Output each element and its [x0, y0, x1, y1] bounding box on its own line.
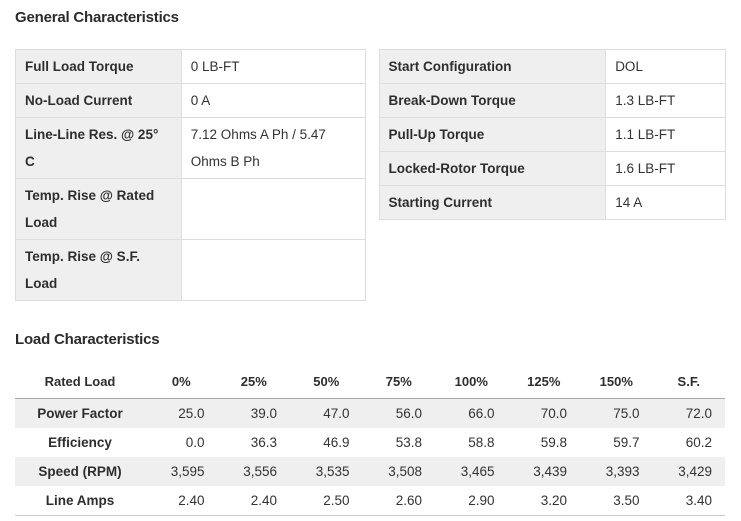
cell-value: 39.0: [217, 398, 290, 428]
column-header-100pct: 100%: [435, 369, 508, 399]
spec-value-break-down-torque: 1.3 LB-FT: [605, 83, 726, 118]
cell-value: 70.0: [507, 398, 580, 428]
table-row: Start Configuration DOL: [378, 49, 726, 84]
cell-value: 3,595: [145, 457, 218, 486]
general-right-table: Start Configuration DOL Break-Down Torqu…: [378, 49, 727, 220]
spec-value-start-configuration: DOL: [605, 49, 726, 84]
spec-value-no-load-current: 0 A: [180, 83, 366, 118]
table-row: Pull-Up Torque 1.1 LB-FT: [378, 117, 726, 152]
spec-value-full-load-torque: 0 LB-FT: [180, 49, 366, 84]
cell-value: 3.20: [507, 486, 580, 516]
load-characteristics-title: Load Characteristics: [15, 331, 160, 348]
row-label: Speed (RPM): [15, 457, 145, 486]
spec-label-line-line-resistance: Line-Line Res. @ 25° C: [15, 117, 182, 179]
cell-value: 2.40: [145, 486, 218, 516]
table-row-efficiency: Efficiency 0.0 36.3 46.9 53.8 58.8 59.8 …: [15, 428, 725, 457]
cell-value: 2.90: [435, 486, 508, 516]
cell-value: 59.7: [613, 435, 640, 450]
row-label: Efficiency: [48, 435, 112, 450]
cell-value: 60.2: [685, 435, 712, 450]
table-row: Full Load Torque 0 LB-FT: [15, 49, 366, 84]
general-characteristics-tables: Full Load Torque 0 LB-FT No-Load Current…: [15, 49, 726, 301]
spec-value-line-line-resistance: 7.12 Ohms A Ph / 5.47 Ohms B Ph: [180, 117, 366, 179]
cell-value: 75.0: [580, 398, 653, 428]
cell-value: 2.50: [290, 486, 363, 516]
column-header-25pct: 25%: [217, 369, 290, 399]
cell-value: 46.9: [323, 435, 350, 450]
spec-label-full-load-torque: Full Load Torque: [15, 49, 182, 84]
spec-value-temp-rise-rated-load: [180, 178, 366, 240]
table-row-power-factor: Power Factor 25.0 39.0 47.0 56.0 66.0 70…: [15, 398, 725, 428]
spec-value-locked-rotor-torque: 1.6 LB-FT: [605, 151, 726, 186]
spec-label-locked-rotor-torque: Locked-Rotor Torque: [378, 151, 607, 186]
cell-value: 56.0: [362, 398, 435, 428]
cell-value: 36.3: [250, 435, 277, 450]
table-row: Temp. Rise @ Rated Load: [15, 178, 366, 240]
cell-value: 25.0: [145, 398, 218, 428]
spec-label-no-load-current: No-Load Current: [15, 83, 182, 118]
spec-value-pull-up-torque: 1.1 LB-FT: [605, 117, 726, 152]
table-row: Temp. Rise @ S.F. Load: [15, 239, 366, 301]
spec-label-break-down-torque: Break-Down Torque: [378, 83, 607, 118]
cell-value: 53.8: [395, 435, 422, 450]
table-header-row: Rated Load 0% 25% 50% 75% 100% 125% 150%…: [15, 369, 725, 399]
cell-value: 59.8: [540, 435, 567, 450]
cell-value: 58.8: [468, 435, 495, 450]
row-label: Line Amps: [15, 486, 145, 516]
cell-value: 2.60: [362, 486, 435, 516]
spec-label-pull-up-torque: Pull-Up Torque: [378, 117, 607, 152]
cell-value: 3,535: [290, 457, 363, 486]
spec-label-temp-rise-sf-load: Temp. Rise @ S.F. Load: [15, 239, 182, 301]
cell-value: 66.0: [435, 398, 508, 428]
column-header-75pct: 75%: [362, 369, 435, 399]
cell-value: 72.0: [652, 398, 725, 428]
column-header-sf: S.F.: [652, 369, 725, 399]
cell-value: 2.40: [217, 486, 290, 516]
general-left-table: Full Load Torque 0 LB-FT No-Load Current…: [15, 49, 366, 301]
row-label: Power Factor: [15, 398, 145, 428]
column-header-150pct: 150%: [580, 369, 653, 399]
table-row-line-amps: Line Amps 2.40 2.40 2.50 2.60 2.90 3.20 …: [15, 486, 725, 516]
cell-value: 3,465: [435, 457, 508, 486]
cell-value: 3,556: [217, 457, 290, 486]
table-row: Locked-Rotor Torque 1.6 LB-FT: [378, 151, 726, 186]
spec-label-temp-rise-rated-load: Temp. Rise @ Rated Load: [15, 178, 182, 240]
spec-value-temp-rise-sf-load: [180, 239, 366, 301]
column-header-0pct: 0%: [145, 369, 218, 399]
table-row-speed-rpm: Speed (RPM) 3,595 3,556 3,535 3,508 3,46…: [15, 457, 725, 486]
cell-value: 3.40: [652, 486, 725, 516]
cell-value: 3,429: [652, 457, 725, 486]
cell-value: 3,508: [362, 457, 435, 486]
cell-value: 3,393: [580, 457, 653, 486]
spec-label-starting-current: Starting Current: [378, 185, 607, 220]
cell-value: 47.0: [290, 398, 363, 428]
column-header-50pct: 50%: [290, 369, 363, 399]
cell-value: 0.0: [185, 435, 205, 450]
table-row: Line-Line Res. @ 25° C 7.12 Ohms A Ph / …: [15, 117, 366, 179]
table-row: No-Load Current 0 A: [15, 83, 366, 118]
column-header-125pct: 125%: [507, 369, 580, 399]
table-row: Starting Current 14 A: [378, 185, 726, 220]
table-row: Break-Down Torque 1.3 LB-FT: [378, 83, 726, 118]
spec-label-start-configuration: Start Configuration: [378, 49, 607, 84]
cell-value: 3,439: [507, 457, 580, 486]
spec-value-starting-current: 14 A: [605, 185, 726, 220]
load-characteristics-table: Rated Load 0% 25% 50% 75% 100% 125% 150%…: [15, 369, 725, 516]
column-header-rated-load: Rated Load: [15, 369, 145, 399]
cell-value: 3.50: [580, 486, 653, 516]
general-characteristics-title: General Characteristics: [15, 9, 179, 26]
